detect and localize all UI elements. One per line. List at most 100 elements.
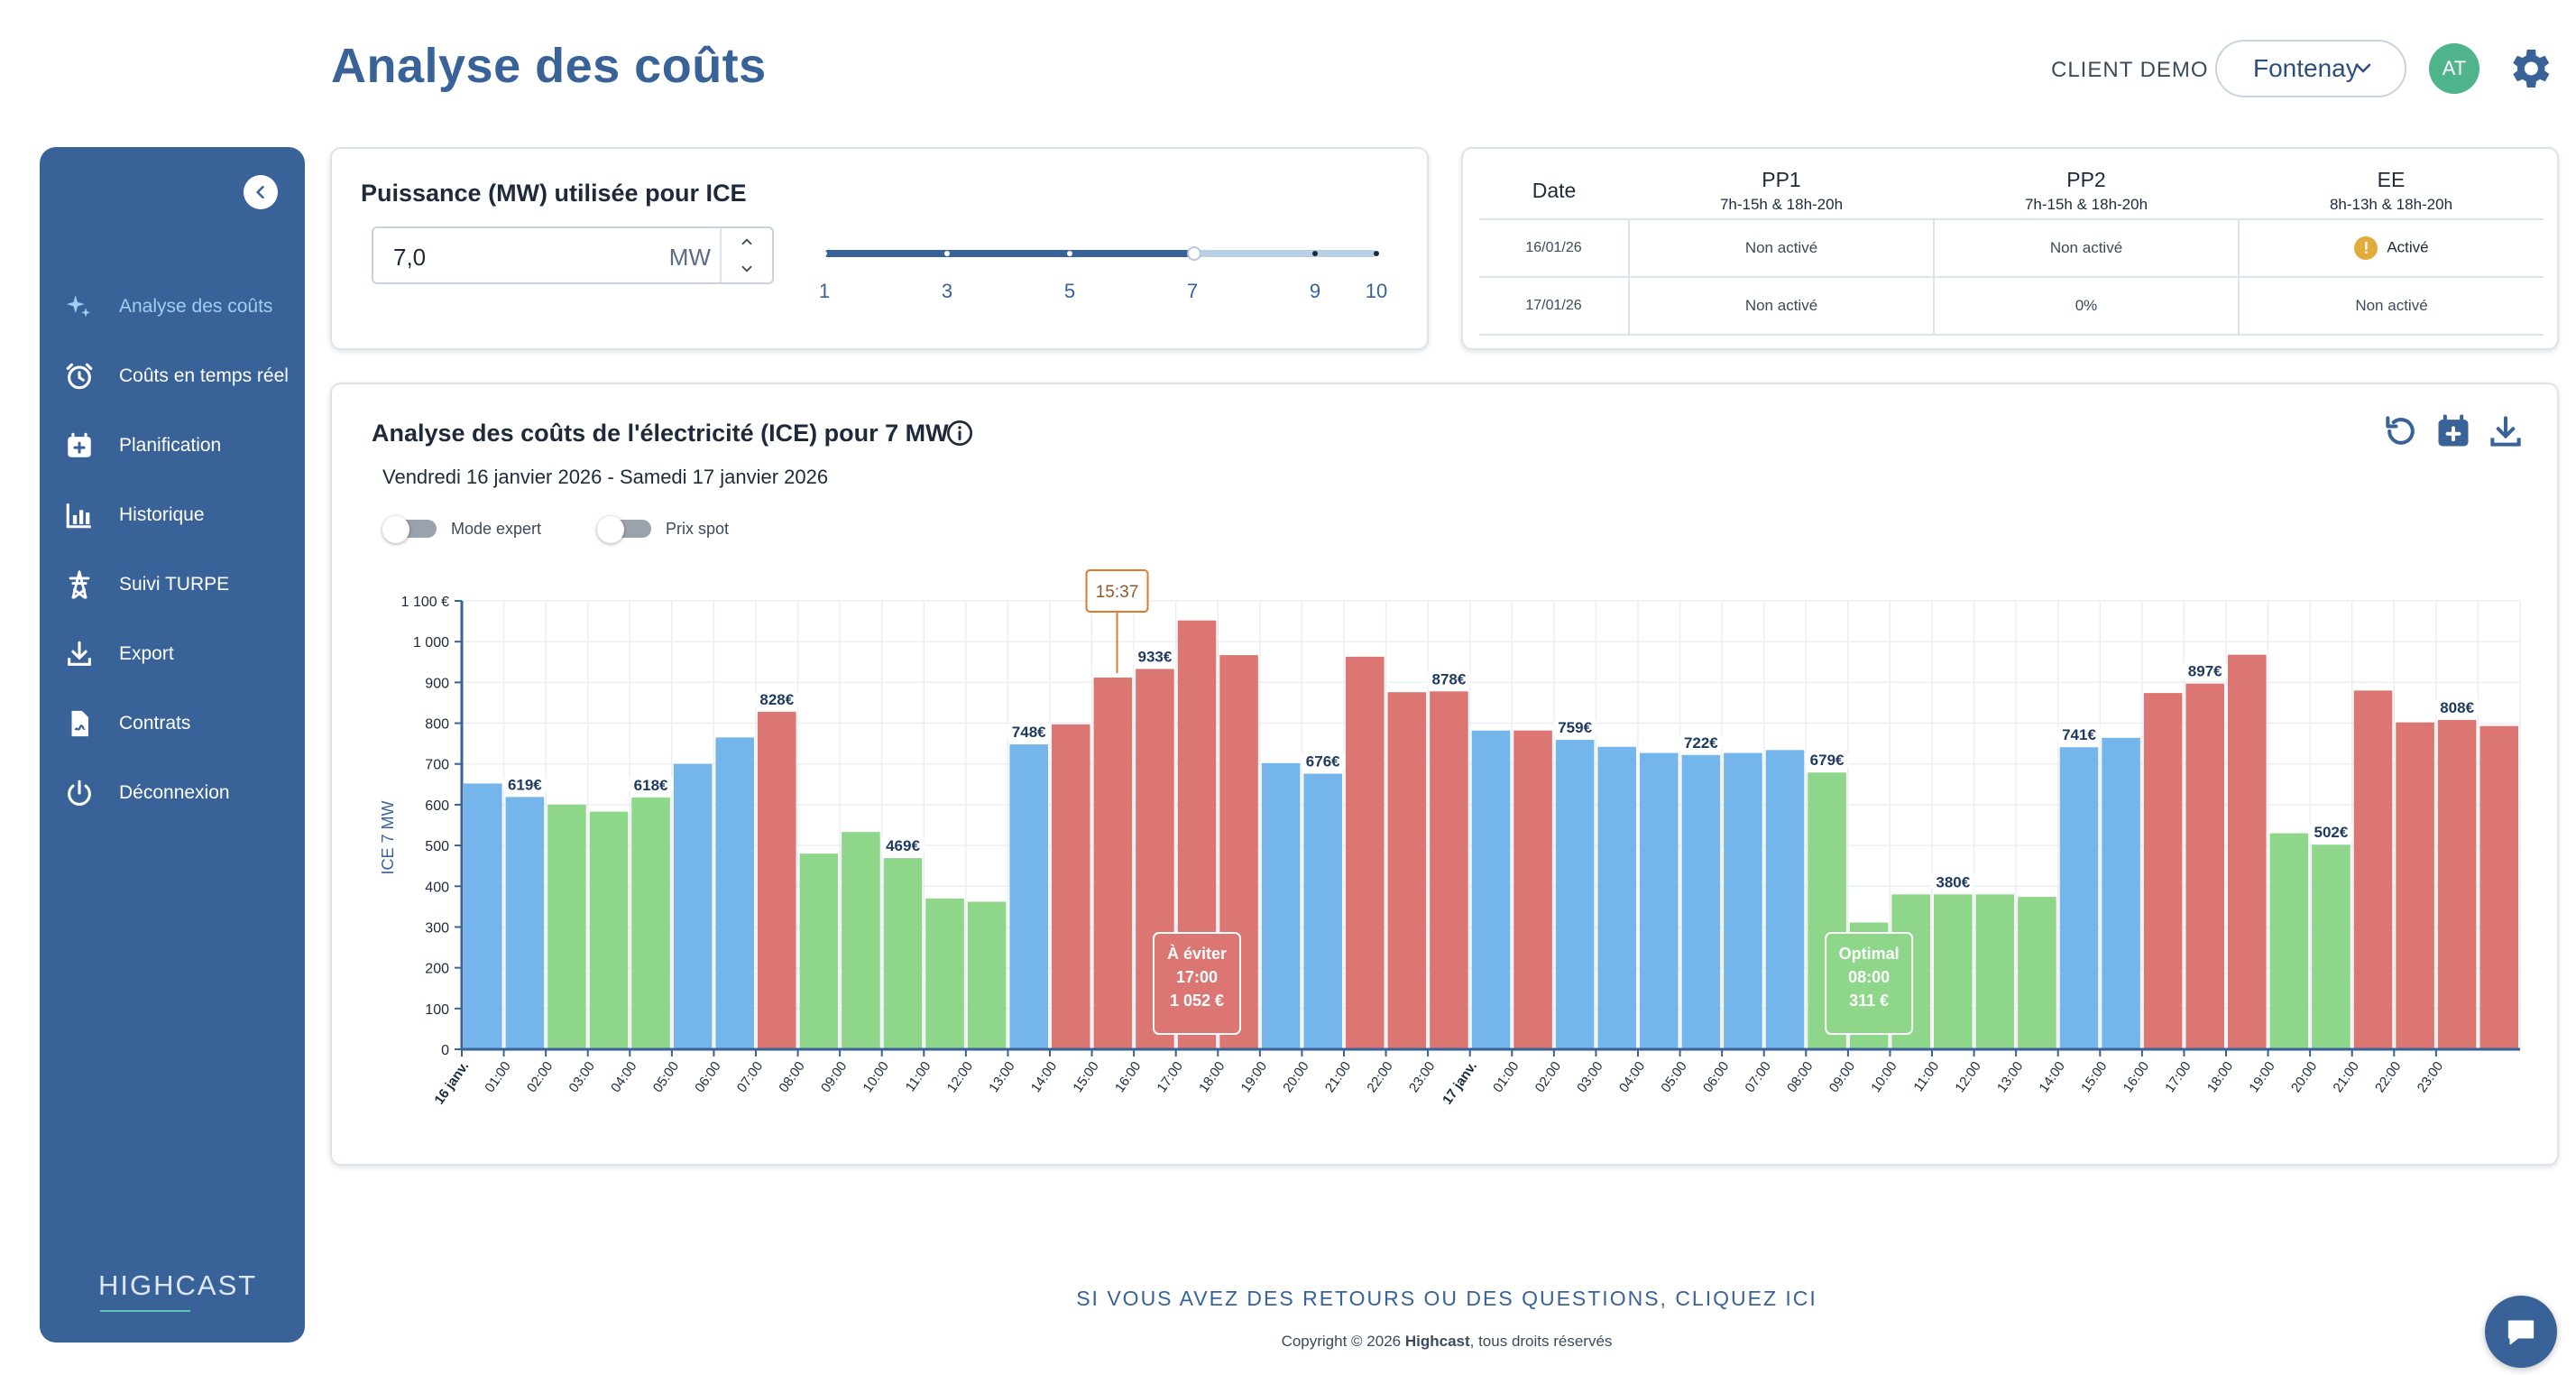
data-label-bg xyxy=(1427,669,1471,688)
chart-title: Analyse des coûts de l'électricité (ICE)… xyxy=(372,420,949,447)
site-select[interactable]: Fontenay xyxy=(2215,40,2406,97)
x-tick-label: 11:00 xyxy=(903,1059,934,1095)
info-icon[interactable] xyxy=(945,419,974,448)
table-row: 17/01/26 Non activé 0% Non activé xyxy=(1479,277,2544,336)
reset-icon[interactable] xyxy=(2381,411,2421,451)
x-tick-label: 02:00 xyxy=(524,1059,556,1096)
bar xyxy=(1934,894,1973,1049)
x-tick-label: 03:00 xyxy=(566,1059,598,1096)
x-tick-label: 21:00 xyxy=(2331,1059,2362,1096)
data-label-bg xyxy=(2183,661,2227,680)
data-label-bg xyxy=(1931,872,1975,891)
x-tick-label: 09:00 xyxy=(1826,1059,1858,1096)
calendar-add-icon[interactable] xyxy=(2433,411,2473,451)
x-tick-label: 10:00 xyxy=(860,1059,892,1096)
data-label-bg xyxy=(755,689,799,708)
table-header: PP1 7h-15h & 18h-20h xyxy=(1629,163,1934,220)
x-tick-label: 14:00 xyxy=(1028,1059,1060,1096)
power-input-value: 7,0 xyxy=(393,244,427,271)
bar xyxy=(547,804,586,1049)
data-label-bg xyxy=(2057,725,2101,744)
bar xyxy=(883,858,923,1049)
sidebar-item-export[interactable]: Export xyxy=(61,632,298,677)
avatar[interactable]: AT xyxy=(2429,43,2479,94)
cost-bar-chart: 0 100 200 300 400 500 600 700 800 900 1 000 1 100 €… xyxy=(379,569,2521,1107)
toggle-mode-expert[interactable] xyxy=(382,516,437,543)
y-axis-label: ICE 7 MW xyxy=(379,800,397,874)
data-label: 741€ xyxy=(2062,726,2096,743)
table-cell: Non activé xyxy=(1628,219,1934,278)
bar xyxy=(2185,683,2224,1049)
data-label-bg xyxy=(502,775,547,794)
toggle-prix-spot[interactable] xyxy=(597,516,651,543)
cursor-time-box xyxy=(1085,569,1149,613)
y-tick-label: 400 xyxy=(425,880,449,895)
data-label-bg xyxy=(881,836,925,855)
power-slider[interactable]: 1 3 5 7 9 10 xyxy=(819,244,1387,316)
power-stepper xyxy=(720,228,772,282)
x-tick-label: 07:00 xyxy=(734,1059,766,1096)
sidebar-item-deconnexion[interactable]: Déconnexion xyxy=(61,771,298,816)
y-tick-label: 700 xyxy=(425,758,449,773)
bar xyxy=(1009,744,1048,1049)
bar xyxy=(2312,844,2351,1049)
annotation-box xyxy=(1825,932,1914,1035)
data-label-bg xyxy=(1805,751,1849,770)
chevron-up-icon xyxy=(741,238,752,245)
feedback-link[interactable]: SI VOUS AVEZ DES RETOURS OU DES QUESTION… xyxy=(1076,1287,1817,1310)
x-tick-label: 01:00 xyxy=(1490,1059,1522,1096)
page-title: Analyse des coûts xyxy=(331,39,767,93)
x-tick-label: 15:00 xyxy=(2078,1059,2110,1096)
bar xyxy=(842,832,880,1049)
x-tick-label: 06:00 xyxy=(692,1059,723,1096)
data-label: 618€ xyxy=(634,777,668,794)
y-tick-label: 600 xyxy=(425,798,449,814)
bar xyxy=(505,797,545,1049)
slider-mark xyxy=(944,251,950,256)
sidebar-item-analyse-couts[interactable]: Analyse des coûts xyxy=(61,284,298,329)
chat-button[interactable] xyxy=(2485,1296,2557,1368)
x-tick-label: 16:00 xyxy=(1112,1059,1144,1096)
table-cell: Non activé xyxy=(1628,277,1934,336)
annotation-time: 08:00 xyxy=(1848,968,1890,986)
bar xyxy=(1597,746,1636,1049)
x-tick-label: 13:00 xyxy=(1994,1059,2026,1096)
table-header: EE 8h-13h & 18h-20h xyxy=(2239,163,2544,220)
sidebar-item-historique[interactable]: Historique xyxy=(61,493,298,538)
power-pylon-icon xyxy=(61,567,97,603)
gear-icon[interactable] xyxy=(2504,43,2554,94)
slider-thumb[interactable] xyxy=(1187,246,1201,261)
file-contract-icon xyxy=(61,706,97,742)
bar xyxy=(1303,773,1342,1049)
power-input[interactable]: 7,0 MW xyxy=(372,226,774,284)
data-label: 469€ xyxy=(886,837,920,854)
data-label: 748€ xyxy=(1012,724,1046,741)
data-label-bg xyxy=(1007,723,1051,742)
download-icon[interactable] xyxy=(2486,411,2525,451)
sidebar-item-couts-temps-reel[interactable]: Coûts en temps réel xyxy=(61,354,298,399)
y-tick-label: 0 xyxy=(441,1043,449,1058)
x-tick-label: 18:00 xyxy=(2204,1059,2236,1096)
y-tick-label: 800 xyxy=(425,717,449,733)
sidebar-item-suivi-turpe[interactable]: Suivi TURPE xyxy=(61,562,298,607)
y-tick-label: 300 xyxy=(425,920,449,936)
tariff-table: Date PP1 7h-15h & 18h-20h PP2 7h-15h & 18h… xyxy=(1479,163,2544,336)
power-input-unit: MW xyxy=(668,244,711,271)
bar xyxy=(1765,750,1805,1049)
stepper-down-button[interactable] xyxy=(722,255,772,282)
x-tick-label: 05:00 xyxy=(650,1059,682,1096)
sidebar-item-planification[interactable]: Planification xyxy=(61,423,298,468)
sidebar-collapse-button[interactable] xyxy=(244,175,278,209)
slider-label: 9 xyxy=(1309,280,1321,302)
sidebar-item-contrats[interactable]: Contrats xyxy=(61,701,298,746)
data-label: 380€ xyxy=(1936,873,1970,891)
bar xyxy=(464,783,502,1049)
table-cell: 0% xyxy=(1933,277,2239,336)
chart-card: Analyse des coûts de l'électricité (ICE)… xyxy=(330,383,2559,1166)
sidebar-item-label: Export xyxy=(119,643,174,664)
stepper-up-button[interactable] xyxy=(722,228,772,255)
x-tick-label: 15:00 xyxy=(1070,1059,1101,1096)
power-card: Puissance (MW) utilisée pour ICE 7,0 MW … xyxy=(330,147,1429,350)
bar xyxy=(1346,656,1385,1049)
